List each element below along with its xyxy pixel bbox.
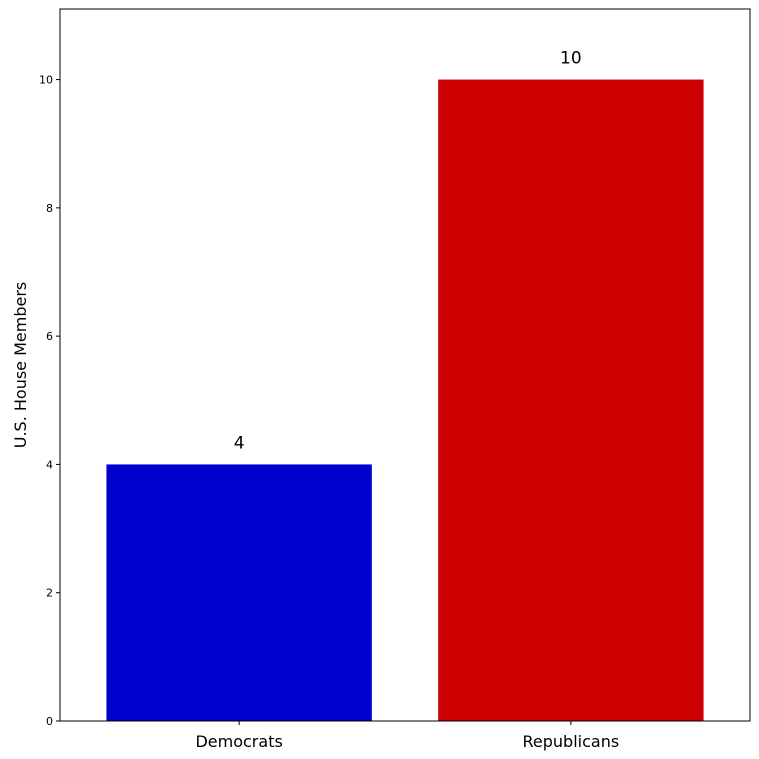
value-label-republicans: 10: [560, 49, 582, 69]
x-tick-label-republicans: Republicans: [523, 732, 620, 751]
value-labels: 4 10: [234, 49, 582, 454]
y-tick-label: 4: [46, 458, 53, 471]
x-axis-ticks: Democrats Republicans: [195, 721, 619, 751]
plot-frame: [59, 8, 751, 722]
bar-republicans: [438, 79, 704, 722]
y-tick-label: 6: [46, 330, 53, 343]
y-tick-label: 0: [46, 715, 53, 728]
y-tick-label: 8: [46, 202, 53, 215]
y-tick-label: 2: [46, 587, 53, 600]
y-axis-label: U.S. House Members: [11, 282, 30, 449]
y-tick-label: 10: [39, 74, 53, 87]
value-label-democrats: 4: [234, 433, 245, 453]
bar-democrats: [106, 464, 372, 721]
x-tick-label-democrats: Democrats: [195, 732, 282, 751]
bars: [106, 79, 704, 722]
y-axis-ticks: 0 2 4 6 8 10: [39, 74, 60, 728]
